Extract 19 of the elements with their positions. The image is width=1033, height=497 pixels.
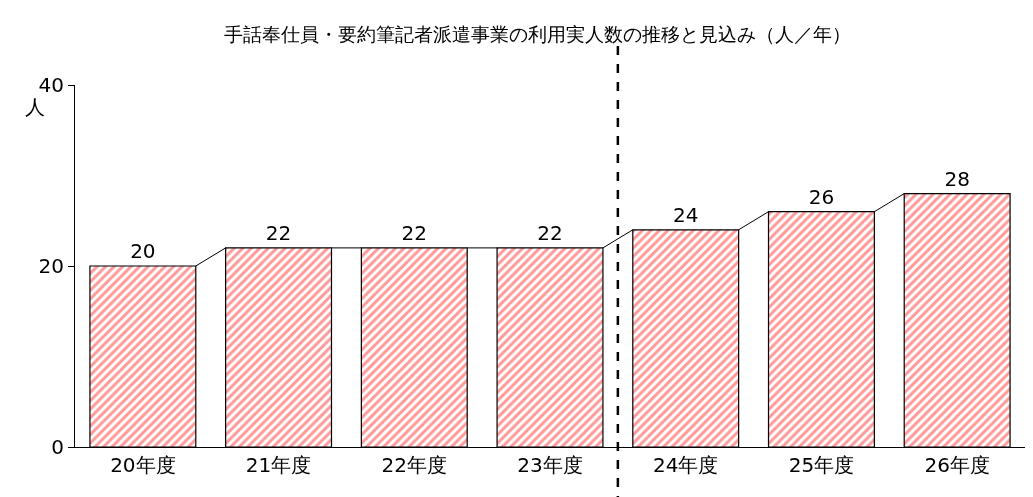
x-tick-label: 23年度 xyxy=(517,453,583,477)
y-axis-title: 人 xyxy=(25,95,45,119)
x-tick-label: 22年度 xyxy=(381,453,448,477)
data-label: 22 xyxy=(537,220,563,245)
data-label: 28 xyxy=(944,166,970,191)
x-tick-label: 26年度 xyxy=(924,453,990,477)
x-tick-label: 20年度 xyxy=(110,453,176,477)
x-tick-label: 24年度 xyxy=(652,453,719,477)
y-tick-label: 40 xyxy=(38,73,64,97)
y-tick-label: 0 xyxy=(51,435,64,459)
data-label: 26 xyxy=(808,184,835,209)
data-label: 22 xyxy=(265,220,292,245)
chart-title: 手話奉仕員・要約筆記者派遣事業の利用実人数の推移と見込み（人／年） xyxy=(223,23,851,46)
data-label: 24 xyxy=(672,202,699,227)
y-tick-label: 20 xyxy=(38,254,64,278)
data-label: 20 xyxy=(130,239,156,263)
x-tick-label: 21年度 xyxy=(245,453,312,477)
x-tick-label: 25年度 xyxy=(788,453,855,477)
data-label: 22 xyxy=(401,220,428,245)
